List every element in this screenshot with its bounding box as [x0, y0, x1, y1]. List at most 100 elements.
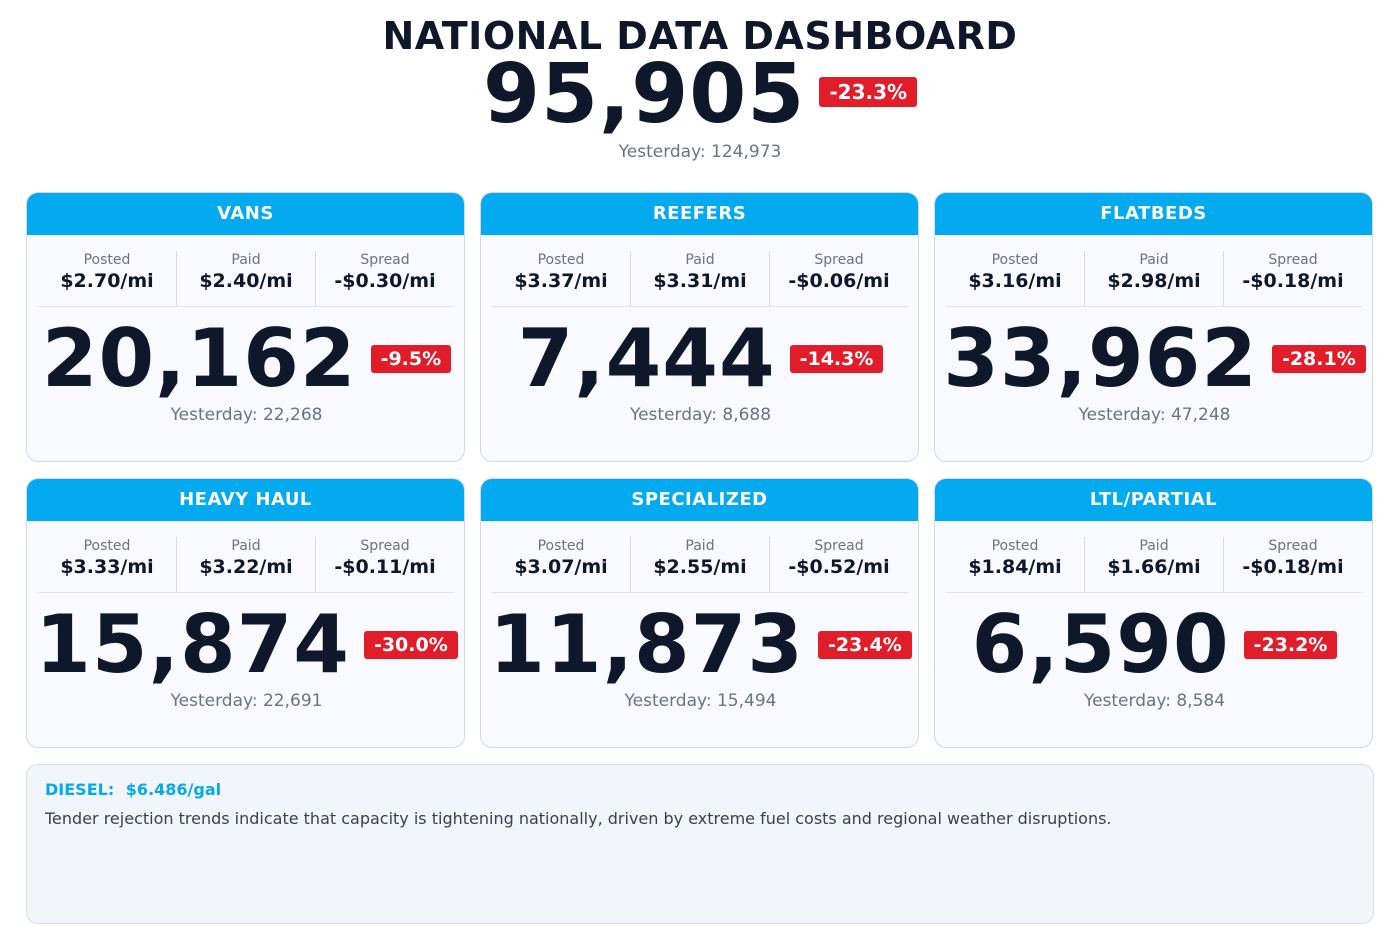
count-row: 33,962 -28.1% — [935, 312, 1372, 405]
rate-label: Spread — [1268, 538, 1318, 554]
rate-value: $3.37/mi — [514, 270, 608, 292]
divider — [946, 592, 1362, 593]
rates-row: Posted $1.84/mi Paid $1.66/mi Spread -$0… — [946, 537, 1362, 593]
rate-value: $3.16/mi — [968, 270, 1062, 292]
yesterday-count: Yesterday: 8,584 — [1083, 691, 1226, 711]
total-change-badge: -23.3% — [819, 77, 918, 107]
divider — [492, 306, 908, 307]
card-specialized: SPECIALIZED Posted $3.07/mi Paid $2.55/m… — [480, 478, 919, 748]
rate-posted: Posted $2.70/mi — [38, 251, 177, 307]
rate-label: Spread — [1268, 252, 1318, 268]
count-row: 11,873 -23.4% — [481, 598, 918, 691]
rate-label: Paid — [231, 252, 261, 268]
load-count: 20,162 — [41, 312, 357, 405]
rate-spread: Spread -$0.11/mi — [316, 537, 454, 593]
rates-row: Posted $3.37/mi Paid $3.31/mi Spread -$0… — [492, 251, 908, 307]
market-note: Tender rejection trends indicate that ca… — [45, 809, 1112, 828]
rate-value: -$0.52/mi — [788, 556, 890, 578]
count-row: 7,444 -14.3% — [481, 312, 918, 405]
rate-label: Posted — [537, 252, 585, 268]
rate-label: Spread — [360, 538, 410, 554]
rates-row: Posted $3.07/mi Paid $2.55/mi Spread -$0… — [492, 537, 908, 593]
divider — [38, 306, 454, 307]
rate-posted: Posted $3.16/mi — [946, 251, 1085, 307]
rate-paid: Paid $2.40/mi — [177, 251, 316, 307]
card-ltl-partial: LTL/PARTIAL Posted $1.84/mi Paid $1.66/m… — [934, 478, 1373, 748]
divider — [946, 306, 1362, 307]
change-badge: -14.3% — [789, 345, 884, 373]
divider — [492, 592, 908, 593]
change-badge: -23.2% — [1243, 631, 1338, 659]
rate-paid: Paid $3.22/mi — [177, 537, 316, 593]
load-count: 11,873 — [489, 598, 804, 691]
rate-spread: Spread -$0.18/mi — [1224, 251, 1362, 307]
card-title: FLATBEDS — [935, 193, 1372, 235]
rate-value: -$0.18/mi — [1242, 556, 1344, 578]
rate-value: $2.98/mi — [1107, 270, 1201, 292]
load-count: 15,874 — [35, 598, 350, 691]
card-title: REEFERS — [481, 193, 918, 235]
rate-value: $3.07/mi — [514, 556, 608, 578]
change-badge: -28.1% — [1271, 345, 1366, 373]
total-yesterday: Yesterday: 124,973 — [618, 142, 782, 162]
rate-value: $1.66/mi — [1107, 556, 1201, 578]
rate-label: Paid — [685, 538, 715, 554]
card-title: HEAVY HAUL — [27, 479, 464, 521]
load-count: 6,590 — [971, 598, 1230, 691]
diesel-label: DIESEL: — [45, 780, 115, 799]
rate-value: $3.33/mi — [60, 556, 154, 578]
rate-label: Spread — [814, 252, 864, 268]
card-flatbeds: FLATBEDS Posted $3.16/mi Paid $2.98/mi S… — [934, 192, 1373, 462]
rate-label: Paid — [231, 538, 261, 554]
divider — [38, 592, 454, 593]
yesterday-count: Yesterday: 22,691 — [170, 691, 323, 711]
count-row: 20,162 -9.5% — [27, 312, 464, 405]
rate-label: Paid — [685, 252, 715, 268]
rate-label: Spread — [814, 538, 864, 554]
card-vans: VANS Posted $2.70/mi Paid $2.40/mi Sprea… — [26, 192, 465, 462]
change-badge: -23.4% — [817, 631, 912, 659]
diesel-value: $6.486/gal — [125, 780, 222, 799]
rate-paid: Paid $2.98/mi — [1085, 251, 1224, 307]
card-title: SPECIALIZED — [481, 479, 918, 521]
change-badge: -30.0% — [363, 631, 458, 659]
rate-spread: Spread -$0.06/mi — [770, 251, 908, 307]
rate-value: -$0.11/mi — [334, 556, 436, 578]
card-heavy-haul: HEAVY HAUL Posted $3.33/mi Paid $3.22/mi… — [26, 478, 465, 748]
load-count: 33,962 — [943, 312, 1258, 405]
rate-spread: Spread -$0.18/mi — [1224, 537, 1362, 593]
rate-value: -$0.30/mi — [334, 270, 436, 292]
rate-posted: Posted $1.84/mi — [946, 537, 1085, 593]
rate-label: Posted — [991, 252, 1039, 268]
yesterday-count: Yesterday: 15,494 — [624, 691, 777, 711]
rate-posted: Posted $3.07/mi — [492, 537, 631, 593]
yesterday-count: Yesterday: 47,248 — [1078, 405, 1231, 425]
rates-row: Posted $3.16/mi Paid $2.98/mi Spread -$0… — [946, 251, 1362, 307]
rate-spread: Spread -$0.30/mi — [316, 251, 454, 307]
yesterday-count: Yesterday: 8,688 — [629, 405, 772, 425]
rates-row: Posted $2.70/mi Paid $2.40/mi Spread -$0… — [38, 251, 454, 307]
rate-label: Posted — [83, 252, 131, 268]
rate-value: $2.70/mi — [60, 270, 154, 292]
rate-posted: Posted $3.37/mi — [492, 251, 631, 307]
rate-label: Spread — [360, 252, 410, 268]
load-count: 7,444 — [517, 312, 776, 405]
rates-row: Posted $3.33/mi Paid $3.22/mi Spread -$0… — [38, 537, 454, 593]
rate-label: Posted — [991, 538, 1039, 554]
count-row: 15,874 -30.0% — [27, 598, 464, 691]
rate-paid: Paid $1.66/mi — [1085, 537, 1224, 593]
change-badge: -9.5% — [370, 345, 452, 373]
rate-value: -$0.18/mi — [1242, 270, 1344, 292]
rate-value: $3.31/mi — [653, 270, 747, 292]
rate-value: -$0.06/mi — [788, 270, 890, 292]
rate-label: Paid — [1139, 252, 1169, 268]
dashboard-title: NATIONAL DATA DASHBOARD — [382, 14, 1018, 58]
rate-value: $3.22/mi — [199, 556, 293, 578]
count-row: 6,590 -23.2% — [935, 598, 1372, 691]
total-row: 95,905 -23.3% — [0, 50, 1400, 140]
yesterday-count: Yesterday: 22,268 — [170, 405, 323, 425]
total-loads-value: 95,905 — [482, 47, 806, 142]
card-title: VANS — [27, 193, 464, 235]
rate-posted: Posted $3.33/mi — [38, 537, 177, 593]
rate-value: $2.40/mi — [199, 270, 293, 292]
